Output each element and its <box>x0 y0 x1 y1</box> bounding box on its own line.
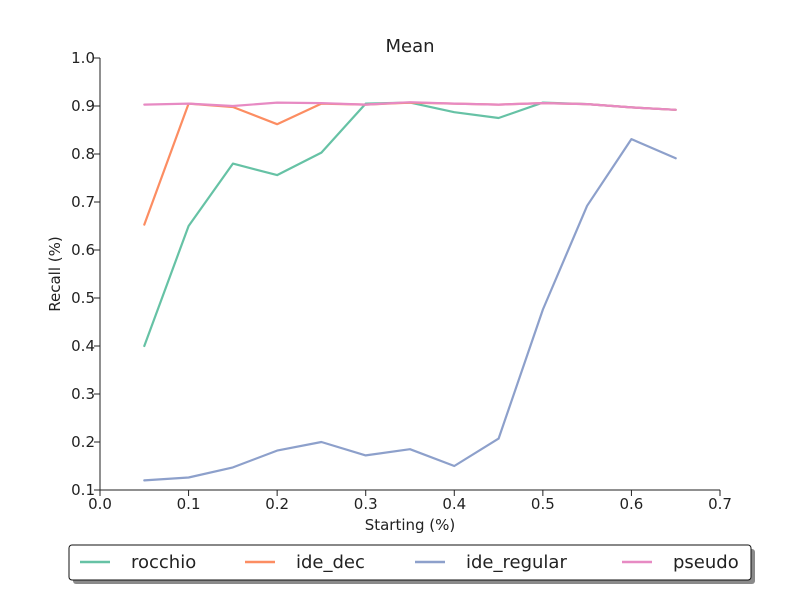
y-axis-ticks: 0.1 0.2 0.3 0.4 0.5 0.6 0.7 0.8 0.9 1.0 <box>71 49 100 499</box>
legend-label-pseudo: pseudo <box>673 552 739 573</box>
legend-items: rocchio ide_dec ide_regular pseudo <box>80 552 739 573</box>
y-tick-label: 0.2 <box>71 433 95 451</box>
legend-label-ide-regular: ide_regular <box>466 552 567 573</box>
series-layer <box>143 101 677 482</box>
legend: rocchio ide_dec ide_regular pseudo <box>68 544 755 584</box>
x-tick-label: 0.5 <box>531 495 555 513</box>
series-line-ide-regular <box>143 138 677 482</box>
x-tick-label: 0.0 <box>88 495 112 513</box>
legend-label-rocchio: rocchio <box>131 552 196 573</box>
x-tick-label: 0.6 <box>619 495 643 513</box>
series-line-pseudo <box>143 101 677 111</box>
x-axis-ticks: 0.0 0.1 0.2 0.3 0.4 0.5 0.6 0.7 <box>88 490 732 513</box>
x-tick-label: 0.7 <box>708 495 732 513</box>
y-tick-label: 0.4 <box>71 337 95 355</box>
x-tick-label: 0.3 <box>354 495 378 513</box>
x-tick-label: 0.2 <box>265 495 289 513</box>
y-tick-label: 1.0 <box>71 49 95 67</box>
chart-title: Mean <box>385 36 434 57</box>
series-line-rocchio <box>143 101 677 348</box>
y-tick-label: 0.1 <box>71 481 95 499</box>
y-tick-label: 0.7 <box>71 193 95 211</box>
y-tick-label: 0.9 <box>71 97 95 115</box>
y-tick-label: 0.8 <box>71 145 95 163</box>
series-line-ide-dec <box>143 101 677 226</box>
y-axis-label: Recall (%) <box>46 236 64 311</box>
x-tick-label: 0.1 <box>177 495 201 513</box>
y-tick-label: 0.5 <box>71 289 95 307</box>
legend-label-ide-dec: ide_dec <box>296 552 365 573</box>
x-tick-label: 0.4 <box>442 495 466 513</box>
y-tick-label: 0.6 <box>71 241 95 259</box>
y-tick-label: 0.3 <box>71 385 95 403</box>
legend-box <box>68 544 752 581</box>
x-axis-label: Starting (%) <box>365 516 456 534</box>
